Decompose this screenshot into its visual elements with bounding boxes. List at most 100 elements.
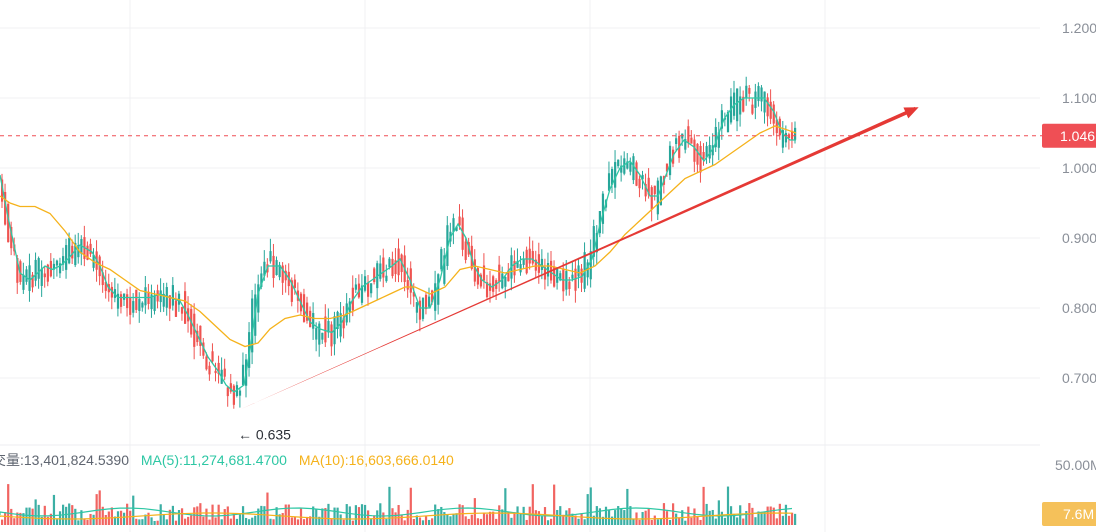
volume-bar	[675, 513, 678, 525]
volume-bar	[345, 504, 348, 525]
volume-bar	[180, 508, 184, 525]
candle-up	[65, 245, 68, 270]
candle-down	[525, 249, 528, 274]
candle-up	[784, 132, 788, 143]
volume-bar	[489, 511, 492, 525]
volume-bar	[678, 517, 681, 525]
candle-down	[507, 270, 510, 282]
candle-up	[58, 263, 62, 274]
volume-pane	[0, 484, 797, 525]
candle-up	[257, 284, 260, 313]
volume-bar	[601, 516, 605, 525]
volume-bar	[513, 512, 516, 525]
volume-bar	[367, 510, 370, 525]
volume-bar	[702, 486, 705, 525]
candle-up	[760, 87, 763, 102]
volume-bar	[168, 509, 171, 525]
volume-bar	[620, 509, 623, 525]
volume-bar	[385, 519, 388, 525]
volume-bar	[528, 506, 531, 525]
candle-down	[751, 104, 754, 114]
candle-down	[290, 280, 293, 302]
volume-bar	[464, 516, 467, 525]
volume-bar	[510, 517, 513, 525]
volume-bar	[580, 513, 583, 525]
candle-down	[391, 258, 394, 277]
volume-bar	[638, 519, 641, 525]
candle-up	[159, 290, 162, 303]
candle-up	[55, 260, 59, 266]
candle-down	[19, 261, 22, 282]
candle-down	[193, 313, 196, 347]
candle-down	[284, 270, 287, 281]
price-axis[interactable]: 1.200 1.100 1.000 0.900 0.800 0.700 50.00M 7.6M	[1042, 20, 1096, 526]
candle-down	[306, 302, 309, 321]
candle-up	[62, 256, 65, 265]
candle-down	[309, 310, 312, 328]
candle-up	[171, 285, 174, 306]
candle-up	[754, 91, 757, 108]
volume-current-tag[interactable]	[1042, 502, 1096, 526]
volume-bar	[687, 506, 690, 525]
candle-down	[10, 226, 13, 249]
volume-bar	[101, 506, 104, 525]
price-tick-label: 1.000	[1062, 160, 1096, 176]
current-price-tag[interactable]	[1042, 123, 1096, 148]
volume-bar	[498, 505, 501, 525]
volume-bar	[696, 515, 699, 525]
volume-bar	[370, 518, 373, 525]
candle-up	[248, 332, 251, 368]
candle-down	[1, 179, 4, 202]
candle-down	[281, 265, 284, 283]
volume-bar	[546, 520, 550, 525]
volume-bar	[315, 509, 318, 525]
volume-bar	[150, 517, 153, 525]
candle-down	[464, 241, 467, 260]
volume-bar	[80, 510, 83, 525]
volume-bar	[357, 507, 361, 525]
volume-bar	[428, 519, 431, 525]
volume-bar	[766, 506, 769, 525]
volume-bar	[726, 486, 730, 525]
candle-down	[476, 268, 479, 285]
candle-up	[327, 320, 330, 333]
candle-up	[607, 173, 611, 191]
candle-down	[7, 203, 10, 243]
volume-bar	[89, 513, 92, 525]
candle-down	[766, 97, 769, 117]
candle-down	[431, 290, 434, 303]
candle-down	[513, 260, 516, 276]
candle-down	[223, 368, 226, 377]
candle-up	[659, 176, 662, 206]
volume-bar	[284, 504, 287, 525]
volume-bar	[342, 519, 345, 525]
volume-ma10-line	[0, 512, 793, 520]
volume-bar	[787, 515, 791, 525]
moving-averages-layer	[0, 97, 797, 393]
candle-down	[699, 145, 702, 173]
volume-bar	[28, 507, 31, 525]
volume-bar	[52, 494, 56, 525]
volume-bar	[296, 519, 300, 525]
candle-up	[68, 238, 71, 264]
volume-bar	[290, 517, 293, 525]
candle-down	[534, 259, 537, 271]
volume-bar	[141, 519, 144, 525]
volume-bar	[138, 519, 141, 525]
volume-bar	[238, 514, 242, 525]
candle-up	[708, 145, 711, 159]
candle-down	[367, 282, 370, 297]
volume-bar	[351, 520, 354, 525]
candle-down	[553, 266, 556, 287]
price-tick-label: 1.100	[1062, 90, 1096, 106]
candle-up	[278, 264, 281, 278]
current-price-label: 1.046	[1060, 128, 1095, 144]
volume-bar	[123, 512, 126, 525]
volume-bar	[223, 509, 226, 525]
candle-up	[40, 268, 43, 286]
candle-up	[556, 268, 559, 283]
candle-down	[229, 383, 232, 392]
volume-bar	[409, 487, 412, 525]
volume-bar	[1, 519, 4, 525]
